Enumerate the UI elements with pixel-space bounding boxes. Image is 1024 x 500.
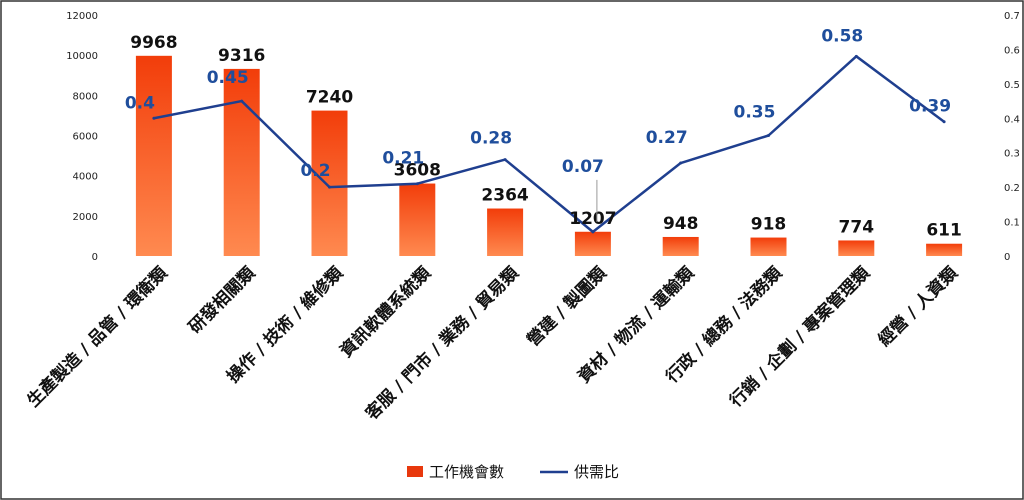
bar-value-label: 611 bbox=[926, 221, 962, 241]
left-tick-label: 6000 bbox=[73, 132, 98, 143]
legend-label-line: 供需比 bbox=[574, 463, 619, 481]
legend-label-bar: 工作機會數 bbox=[429, 463, 504, 481]
ratio-value-label: 0.4 bbox=[125, 93, 155, 113]
left-tick-label: 4000 bbox=[73, 172, 98, 183]
bar bbox=[311, 110, 348, 256]
bar-value-label: 2364 bbox=[481, 186, 528, 206]
ratio-point bbox=[854, 54, 858, 58]
ratio-value-label: 0.28 bbox=[470, 129, 512, 149]
line-data-labels: 0.4 0.45 0.2 0.21 0.28 0.07 0.27 0.35 0.58 0.39 bbox=[125, 26, 951, 222]
ratio-point bbox=[503, 158, 507, 162]
ratio-point bbox=[591, 230, 595, 234]
ratio-value-label: 0.39 bbox=[909, 97, 951, 117]
bar-value-label: 3608 bbox=[394, 161, 441, 181]
right-tick-label: 0.7 bbox=[1004, 11, 1020, 22]
bar-value-label: 7240 bbox=[306, 88, 353, 108]
ratio-value-label: 0.45 bbox=[207, 68, 249, 88]
bar bbox=[750, 237, 787, 256]
line-series bbox=[152, 54, 946, 234]
bar bbox=[399, 183, 436, 256]
bar-value-label: 948 bbox=[663, 214, 699, 234]
ratio-value-label: 0.07 bbox=[562, 157, 604, 177]
right-tick-label: 0.5 bbox=[1004, 80, 1020, 91]
left-tick-label: 10000 bbox=[66, 51, 98, 62]
legend-swatch-bar bbox=[407, 466, 423, 477]
bar-value-label: 1207 bbox=[569, 209, 616, 229]
bar-data-labels: 9968 9316 7240 3608 2364 1207 948 918 774 611 bbox=[130, 33, 962, 241]
ratio-value-label: 0.27 bbox=[646, 128, 688, 148]
legend: 工作機會數 供需比 bbox=[407, 463, 619, 481]
right-tick-label: 0.2 bbox=[1004, 183, 1020, 194]
right-tick-label: 0 bbox=[1004, 252, 1010, 263]
bar bbox=[662, 236, 699, 256]
right-tick-label: 0.6 bbox=[1004, 45, 1020, 56]
ratio-point bbox=[767, 134, 770, 137]
left-tick-label: 12000 bbox=[66, 11, 98, 22]
bar bbox=[574, 231, 611, 256]
ratio-line bbox=[153, 55, 945, 234]
ratio-value-label: 0.58 bbox=[821, 26, 863, 46]
ratio-point bbox=[240, 99, 244, 103]
ratio-value-label: 0.2 bbox=[300, 161, 330, 181]
ratio-point bbox=[679, 161, 683, 165]
right-tick-label: 0.4 bbox=[1004, 114, 1020, 125]
bar-value-label: 774 bbox=[839, 217, 875, 237]
ratio-point bbox=[415, 182, 419, 186]
left-tick-label: 8000 bbox=[73, 91, 98, 102]
bar-value-label: 9968 bbox=[130, 33, 177, 53]
bar bbox=[487, 208, 524, 256]
right-axis: 0 0.1 0.2 0.3 0.4 0.5 0.6 0.7 bbox=[1004, 11, 1020, 263]
bar-value-label: 9316 bbox=[218, 46, 265, 66]
bar bbox=[926, 243, 963, 256]
left-tick-label: 0 bbox=[92, 252, 98, 263]
ratio-point bbox=[152, 116, 156, 120]
bar bbox=[223, 68, 260, 257]
ratio-point bbox=[328, 185, 331, 189]
ratio-value-label: 0.35 bbox=[734, 103, 776, 123]
left-tick-label: 2000 bbox=[73, 212, 98, 223]
bar bbox=[838, 240, 875, 256]
ratio-point bbox=[942, 120, 946, 124]
left-axis: 0 2000 4000 6000 8000 10000 12000 bbox=[66, 11, 98, 263]
right-tick-label: 0.3 bbox=[1004, 149, 1020, 160]
bar bbox=[135, 55, 172, 257]
bar-value-label: 918 bbox=[751, 215, 787, 235]
right-tick-label: 0.1 bbox=[1004, 218, 1020, 229]
ratio-value-label: 0.21 bbox=[382, 149, 424, 169]
